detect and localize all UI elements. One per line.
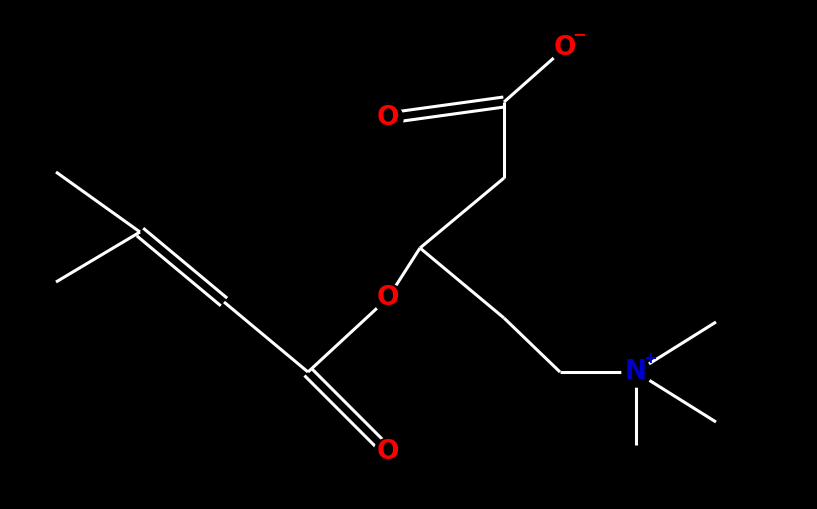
Text: +: + [643, 351, 657, 366]
Text: O: O [377, 285, 400, 311]
Text: N: N [625, 359, 647, 385]
Text: O: O [554, 35, 576, 61]
Text: O: O [377, 439, 400, 465]
Text: O: O [377, 105, 400, 131]
Text: −: − [572, 27, 586, 42]
